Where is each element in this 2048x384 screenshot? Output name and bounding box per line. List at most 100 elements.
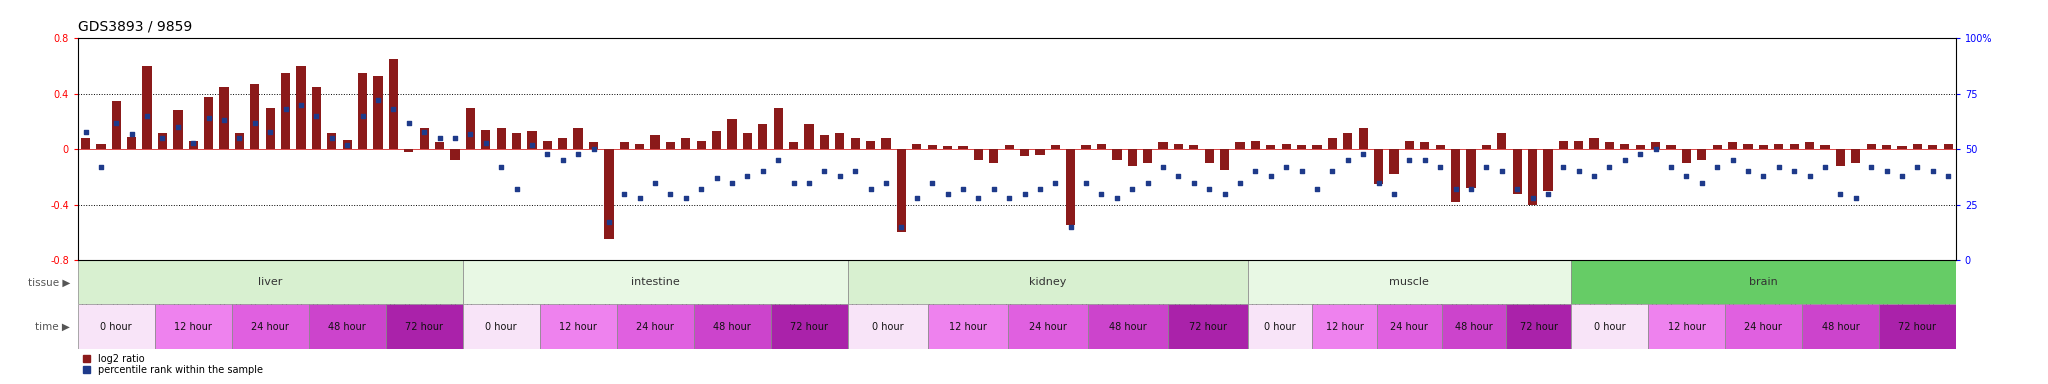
Point <box>1763 164 1796 170</box>
Point <box>915 179 948 185</box>
Bar <box>250 84 260 149</box>
Point <box>653 190 686 197</box>
Bar <box>156 305 231 349</box>
Point <box>455 131 487 137</box>
Bar <box>1821 145 1829 149</box>
Bar <box>512 132 520 149</box>
Point <box>1147 164 1180 170</box>
Text: 24 hour: 24 hour <box>637 322 674 332</box>
Bar <box>1878 305 1956 349</box>
Bar <box>1008 305 1087 349</box>
Point <box>1669 173 1702 179</box>
Point <box>1208 190 1241 197</box>
Point <box>946 186 979 192</box>
Point <box>176 139 209 146</box>
Point <box>1454 186 1487 192</box>
Point <box>1100 195 1133 201</box>
Bar <box>1419 142 1430 149</box>
Bar <box>1174 144 1184 149</box>
Bar <box>696 141 707 149</box>
Point <box>745 168 778 174</box>
Bar <box>1128 149 1137 166</box>
Bar <box>848 305 928 349</box>
Text: 0 hour: 0 hour <box>1264 322 1296 332</box>
Point <box>254 129 287 135</box>
Bar <box>743 132 752 149</box>
Bar <box>989 149 997 163</box>
Bar <box>1851 149 1860 163</box>
Bar <box>848 260 1247 305</box>
Bar <box>616 305 694 349</box>
Bar <box>113 101 121 149</box>
Bar <box>1067 149 1075 225</box>
Bar <box>1944 144 1952 149</box>
Bar <box>942 146 952 149</box>
Bar <box>1450 149 1460 202</box>
Bar <box>788 142 799 149</box>
Point <box>1485 168 1518 174</box>
Point <box>547 157 580 164</box>
Point <box>1516 195 1548 201</box>
Bar <box>1681 149 1692 163</box>
Text: intestine: intestine <box>631 277 680 287</box>
Bar <box>1343 132 1352 149</box>
Point <box>1440 186 1473 192</box>
Bar <box>1020 149 1030 156</box>
Point <box>1192 186 1225 192</box>
Bar <box>621 142 629 149</box>
Point <box>885 224 918 230</box>
Bar <box>836 132 844 149</box>
Bar <box>1913 144 1921 149</box>
Point <box>1223 179 1255 185</box>
Point <box>1393 157 1425 164</box>
Bar <box>1743 144 1753 149</box>
Bar <box>1112 149 1122 161</box>
Bar <box>373 76 383 149</box>
Bar <box>1896 146 1907 149</box>
Point <box>1808 164 1841 170</box>
Text: 12 hour: 12 hour <box>174 322 213 332</box>
Point <box>1116 186 1149 192</box>
Bar <box>205 97 213 149</box>
Point <box>1239 168 1272 174</box>
Text: 72 hour: 72 hour <box>1188 322 1227 332</box>
Bar <box>1651 142 1661 149</box>
Point <box>100 119 133 126</box>
Point <box>1024 186 1057 192</box>
Point <box>870 179 903 185</box>
Bar <box>604 149 614 239</box>
Point <box>1624 151 1657 157</box>
Bar <box>158 132 168 149</box>
Point <box>1331 157 1364 164</box>
Bar <box>420 129 428 149</box>
Point <box>516 142 549 148</box>
Point <box>1409 157 1442 164</box>
Bar <box>1051 145 1061 149</box>
Bar <box>266 108 274 149</box>
Text: 0 hour: 0 hour <box>100 322 133 332</box>
Point <box>700 175 733 181</box>
Point <box>1161 173 1194 179</box>
Bar <box>309 305 385 349</box>
Point <box>207 118 240 124</box>
Point <box>1470 164 1503 170</box>
Bar <box>96 144 106 149</box>
Bar <box>389 59 397 149</box>
Bar <box>1087 305 1167 349</box>
Bar <box>1313 305 1376 349</box>
Bar <box>1247 305 1313 349</box>
Point <box>1638 146 1671 152</box>
Bar <box>774 108 782 149</box>
Point <box>1055 224 1087 230</box>
Point <box>715 179 748 185</box>
Bar <box>328 132 336 149</box>
Bar <box>1712 145 1722 149</box>
Bar <box>1282 144 1290 149</box>
Point <box>393 119 426 126</box>
Point <box>578 146 610 152</box>
Point <box>901 195 934 201</box>
Bar <box>1389 149 1399 174</box>
Text: brain: brain <box>1749 277 1778 287</box>
Point <box>1178 179 1210 185</box>
Point <box>1270 164 1303 170</box>
